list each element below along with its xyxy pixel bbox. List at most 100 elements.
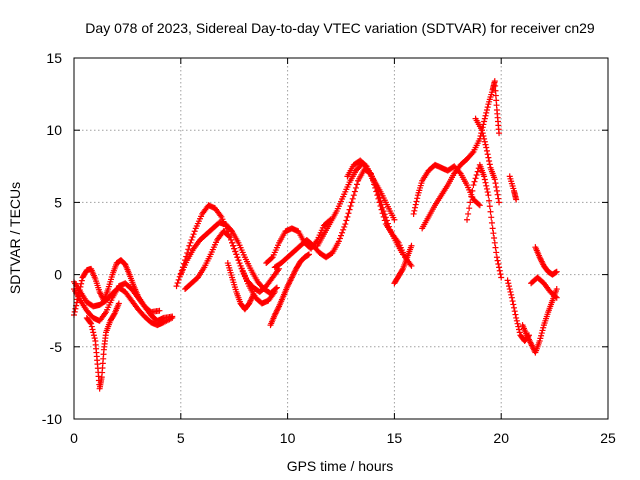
data-point bbox=[473, 171, 480, 178]
data-point bbox=[268, 255, 275, 262]
y-tick-label: 5 bbox=[54, 194, 62, 210]
data-point bbox=[347, 203, 354, 210]
data-point bbox=[484, 189, 491, 196]
data-point bbox=[468, 193, 475, 200]
data-point bbox=[505, 280, 512, 287]
data-point bbox=[483, 147, 490, 154]
data-point bbox=[496, 130, 503, 137]
data-point bbox=[464, 216, 471, 223]
data-point bbox=[494, 257, 501, 264]
data-point bbox=[238, 265, 245, 272]
data-point bbox=[508, 291, 515, 298]
data-point bbox=[486, 158, 493, 165]
data-point bbox=[74, 296, 81, 303]
data-point bbox=[483, 144, 490, 151]
series-sat-arc-v bbox=[532, 244, 560, 278]
data-point bbox=[486, 197, 493, 204]
data-point bbox=[538, 332, 545, 339]
data-point bbox=[88, 320, 95, 327]
data-point bbox=[78, 277, 85, 284]
data-point bbox=[190, 231, 197, 238]
data-point bbox=[349, 195, 356, 202]
data-point bbox=[233, 251, 240, 258]
data-point bbox=[232, 248, 239, 255]
data-point bbox=[371, 181, 378, 188]
data-point bbox=[465, 210, 472, 217]
axis-ticks bbox=[73, 57, 609, 420]
data-point bbox=[225, 233, 232, 240]
data-point bbox=[536, 338, 543, 345]
data-point bbox=[496, 264, 503, 271]
data-point bbox=[346, 206, 353, 213]
data-point bbox=[413, 198, 420, 205]
data-point bbox=[174, 280, 181, 287]
data-point bbox=[229, 239, 236, 246]
data-point bbox=[482, 179, 489, 186]
plot-frame bbox=[73, 57, 609, 420]
data-point bbox=[90, 332, 97, 339]
data-point bbox=[410, 210, 417, 217]
data-point bbox=[343, 217, 350, 224]
data-point bbox=[494, 191, 501, 198]
data-point bbox=[470, 182, 477, 189]
data-point bbox=[271, 288, 278, 295]
series-sat-arc-c bbox=[71, 257, 163, 319]
series-sat-arc-h bbox=[224, 260, 257, 313]
data-point bbox=[483, 182, 490, 189]
x-tick-label: 20 bbox=[493, 430, 509, 446]
data-point bbox=[481, 176, 488, 183]
series-sat-arc-r bbox=[472, 115, 503, 206]
data-point bbox=[537, 335, 544, 342]
data-point bbox=[480, 132, 487, 139]
data-point bbox=[391, 216, 398, 223]
data-point bbox=[511, 308, 518, 315]
data-point bbox=[234, 254, 241, 261]
series-sat-arc-w bbox=[528, 274, 560, 301]
data-point bbox=[370, 177, 377, 184]
data-point bbox=[486, 203, 493, 210]
data-point bbox=[191, 228, 198, 235]
data-point bbox=[344, 213, 351, 220]
data-point bbox=[77, 283, 84, 290]
series-sat-arc-u bbox=[519, 286, 560, 356]
data-point bbox=[516, 326, 522, 333]
series-sat-arc-s bbox=[506, 173, 520, 203]
data-point bbox=[478, 127, 485, 134]
data-point bbox=[78, 280, 85, 287]
series-sat-arc-n bbox=[391, 242, 415, 287]
data-point bbox=[492, 244, 499, 251]
data-point bbox=[482, 141, 489, 148]
data-point bbox=[466, 205, 473, 212]
data-point bbox=[491, 235, 498, 242]
data-point bbox=[230, 242, 237, 249]
data-point bbox=[472, 175, 479, 182]
data-point bbox=[482, 112, 489, 119]
data-point bbox=[513, 196, 520, 203]
data-point bbox=[498, 274, 505, 281]
data-point bbox=[305, 251, 312, 258]
data-point bbox=[75, 290, 82, 297]
data-point bbox=[487, 208, 494, 215]
data-point bbox=[75, 293, 82, 300]
data-point bbox=[491, 176, 498, 183]
data-point bbox=[495, 195, 502, 202]
data-point bbox=[186, 242, 193, 249]
data-point bbox=[273, 284, 280, 291]
data-point bbox=[378, 206, 385, 213]
data-point bbox=[71, 308, 78, 315]
data-point bbox=[399, 267, 406, 274]
x-tick-label: 5 bbox=[177, 430, 185, 446]
data-point bbox=[227, 236, 234, 243]
data-point bbox=[339, 229, 346, 236]
data-point bbox=[375, 195, 382, 202]
data-point bbox=[486, 161, 493, 168]
data-point bbox=[345, 210, 352, 217]
data-point bbox=[511, 304, 518, 311]
y-tick-label: -10 bbox=[42, 411, 62, 427]
data-point bbox=[235, 257, 242, 264]
x-tick-label: 0 bbox=[70, 430, 78, 446]
data-point bbox=[509, 298, 516, 305]
data-point bbox=[493, 187, 500, 194]
x-tick-label: 15 bbox=[387, 430, 403, 446]
